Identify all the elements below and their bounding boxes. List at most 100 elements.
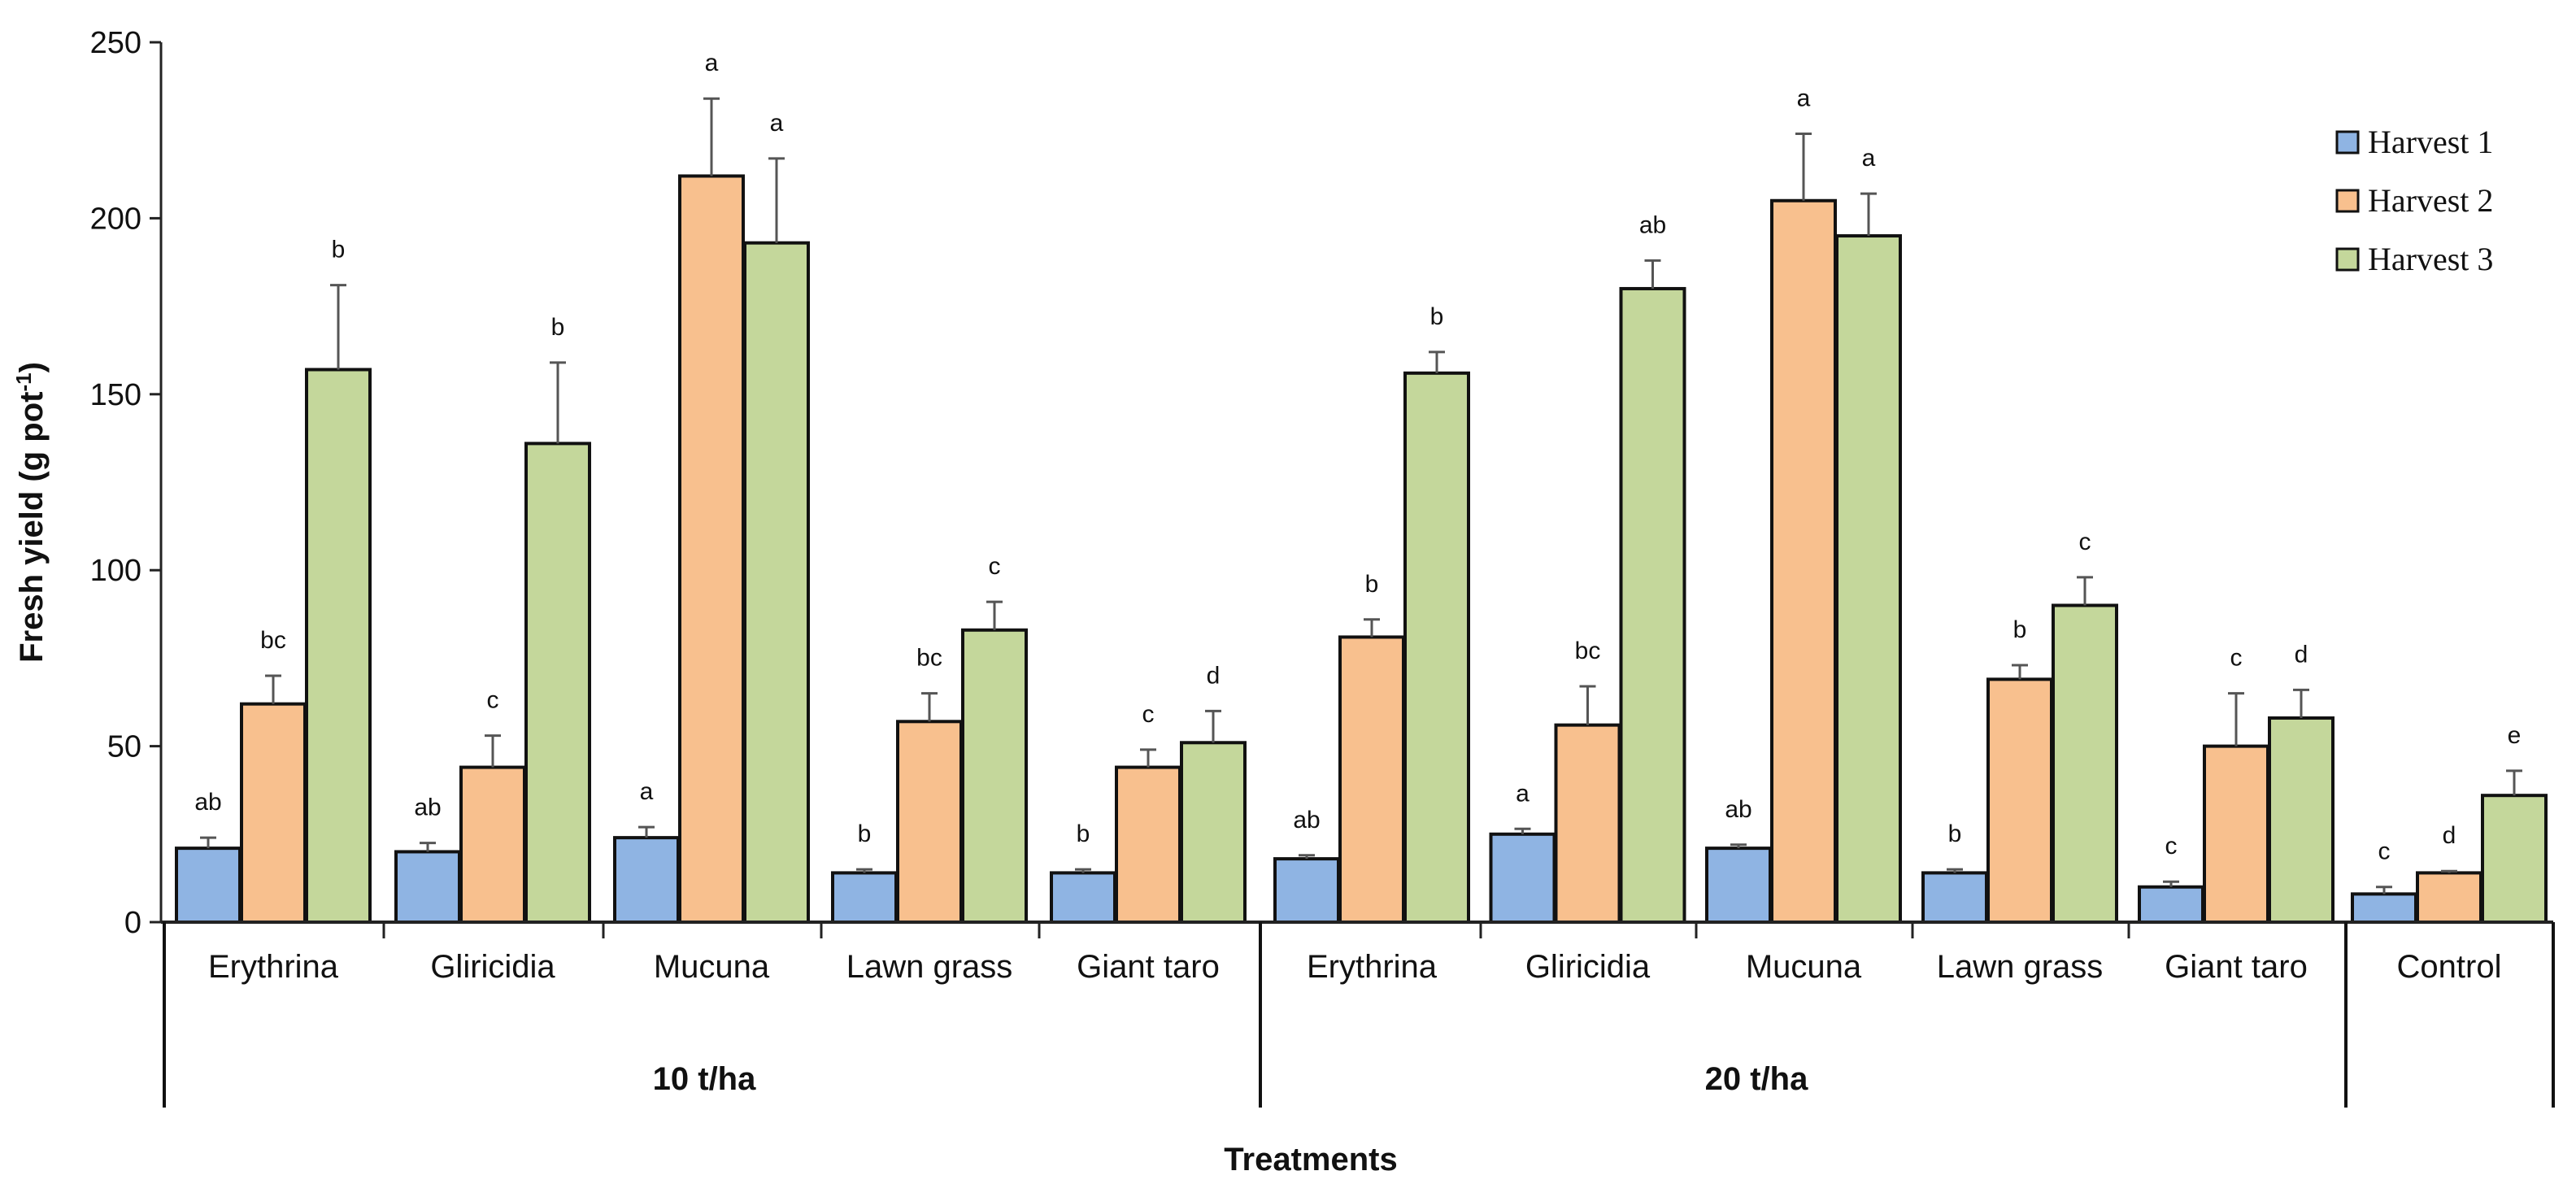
bar-harvest-3 bbox=[2268, 716, 2334, 925]
bar-harvest-3 bbox=[2481, 794, 2548, 925]
bar-harvest-3 bbox=[1403, 371, 1470, 925]
significance-letter: c bbox=[2079, 529, 2091, 555]
bar-harvest-3 bbox=[1180, 741, 1247, 924]
y-tick-label: 250 bbox=[90, 26, 141, 60]
bar-harvest-2 bbox=[1986, 677, 2053, 924]
group-label: 20 t/ha bbox=[1705, 1061, 1808, 1097]
significance-letter: b bbox=[332, 237, 346, 263]
legend-label: Harvest 2 bbox=[2368, 182, 2493, 219]
bar-harvest-1 bbox=[2138, 885, 2204, 924]
significance-letter: bc bbox=[916, 645, 942, 672]
bar-harvest-3 bbox=[1619, 286, 1686, 924]
significance-letter: c bbox=[2230, 645, 2243, 672]
significance-letter: b bbox=[1365, 571, 1379, 598]
significance-letter: d bbox=[2295, 641, 2308, 668]
bar-harvest-2 bbox=[2203, 744, 2269, 924]
legend-label: Harvest 1 bbox=[2368, 124, 2493, 160]
significance-letter: b bbox=[1077, 820, 1090, 847]
significance-letter: c bbox=[2378, 838, 2391, 865]
legend-swatch bbox=[2335, 130, 2360, 155]
x-axis: Erythrina Gliricidia Mucuna Lawn grass Giant… bbox=[161, 921, 2555, 1108]
y-axis-title-sup: -1 bbox=[11, 372, 36, 391]
significance-letter: bc bbox=[260, 627, 286, 654]
significance-letter: b bbox=[1948, 820, 1962, 847]
x-category-label: Giant taro bbox=[2165, 949, 2308, 985]
bar-harvest-2 bbox=[1115, 765, 1181, 924]
bar-harvest-2 bbox=[896, 720, 963, 925]
legend: Harvest 1 Harvest 2 Harvest 3 bbox=[2335, 124, 2493, 277]
significance-letter: ab bbox=[414, 794, 441, 821]
bar-harvest-3 bbox=[743, 241, 810, 925]
significance-letter: a bbox=[640, 778, 654, 805]
y-axis-title-end: ) bbox=[14, 362, 50, 372]
significance-letter: a bbox=[705, 50, 719, 76]
y-tick-label: 50 bbox=[107, 730, 141, 764]
bar-harvest-2 bbox=[1554, 723, 1621, 925]
bar-harvest-1 bbox=[1921, 871, 1988, 924]
x-category-label: Control bbox=[2397, 949, 2502, 985]
legend-swatch bbox=[2335, 189, 2360, 213]
x-category-label: Lawn grass bbox=[1937, 949, 2104, 985]
bar-harvest-2 bbox=[459, 765, 526, 924]
bar-harvest-1 bbox=[394, 850, 461, 924]
significance-letter: ab bbox=[194, 789, 221, 816]
significance-letter: b bbox=[2013, 616, 2027, 643]
legend-label: Harvest 3 bbox=[2368, 241, 2493, 277]
bar-harvest-2 bbox=[2416, 871, 2482, 924]
bar-harvest-1 bbox=[1050, 871, 1116, 924]
legend-swatch bbox=[2335, 247, 2360, 272]
y-tick-label: 100 bbox=[90, 554, 141, 588]
x-category-label: Lawn grass bbox=[846, 949, 1013, 985]
x-category-label: Mucuna bbox=[1746, 949, 1862, 985]
bar-harvest-1 bbox=[613, 836, 680, 925]
bar-harvest-2 bbox=[1338, 635, 1405, 924]
bar-harvest-3 bbox=[524, 442, 591, 924]
significance-letter: a bbox=[1797, 85, 1811, 112]
significance-letter: ab bbox=[1725, 796, 1751, 823]
significance-letter: ab bbox=[1639, 211, 1666, 238]
significance-letter: b bbox=[551, 314, 565, 341]
bar-harvest-2 bbox=[240, 702, 307, 924]
bar-harvest-1 bbox=[1705, 847, 1772, 925]
bar-harvest-3 bbox=[961, 628, 1028, 924]
significance-letter: b bbox=[858, 820, 872, 847]
x-category-label: Erythrina bbox=[208, 949, 339, 985]
significance-letter: a bbox=[1516, 780, 1530, 807]
significance-letter: a bbox=[1862, 145, 1876, 172]
y-axis-title: Fresh yield (g pot-1) bbox=[11, 362, 50, 663]
x-axis-title: Treatments bbox=[1224, 1142, 1397, 1177]
bar-harvest-1 bbox=[2351, 892, 2417, 924]
significance-letter: b bbox=[1430, 303, 1444, 330]
significance-letter: c bbox=[2165, 833, 2178, 860]
bar-harvest-2 bbox=[1770, 198, 1837, 924]
y-tick-label: 0 bbox=[124, 906, 141, 940]
bar-harvest-1 bbox=[1273, 857, 1340, 924]
bar-harvest-1 bbox=[175, 847, 242, 925]
significance-letter: ab bbox=[1293, 807, 1320, 834]
x-category-label: Gliricidia bbox=[1525, 949, 1651, 985]
bar-harvest-1 bbox=[831, 871, 898, 924]
significance-letter: c bbox=[487, 687, 499, 714]
bar-harvest-3 bbox=[1835, 234, 1902, 925]
x-category-label: Giant taro bbox=[1077, 949, 1220, 985]
y-axis-title-main: Fresh yield (g pot bbox=[14, 392, 50, 663]
significance-letter: c bbox=[1142, 701, 1155, 728]
significance-letter: e bbox=[2508, 722, 2522, 749]
bar-harvest-3 bbox=[305, 368, 372, 924]
group-label: 10 t/ha bbox=[653, 1061, 756, 1097]
bar-harvest-1 bbox=[1489, 832, 1556, 925]
significance-letter: d bbox=[1207, 662, 1221, 689]
bar-harvest-2 bbox=[678, 174, 745, 925]
significance-letter: a bbox=[770, 110, 784, 137]
y-axis: 0 50 100 150 200 250 bbox=[90, 26, 163, 940]
x-category-label: Erythrina bbox=[1307, 949, 1438, 985]
significance-letter: c bbox=[989, 553, 1001, 580]
significance-letter: bc bbox=[1575, 638, 1601, 664]
bar-harvest-3 bbox=[2052, 603, 2118, 924]
y-tick-label: 150 bbox=[90, 378, 141, 412]
significance-letter: d bbox=[2443, 822, 2456, 849]
y-tick-label: 200 bbox=[90, 202, 141, 236]
x-category-label: Mucuna bbox=[654, 949, 770, 985]
